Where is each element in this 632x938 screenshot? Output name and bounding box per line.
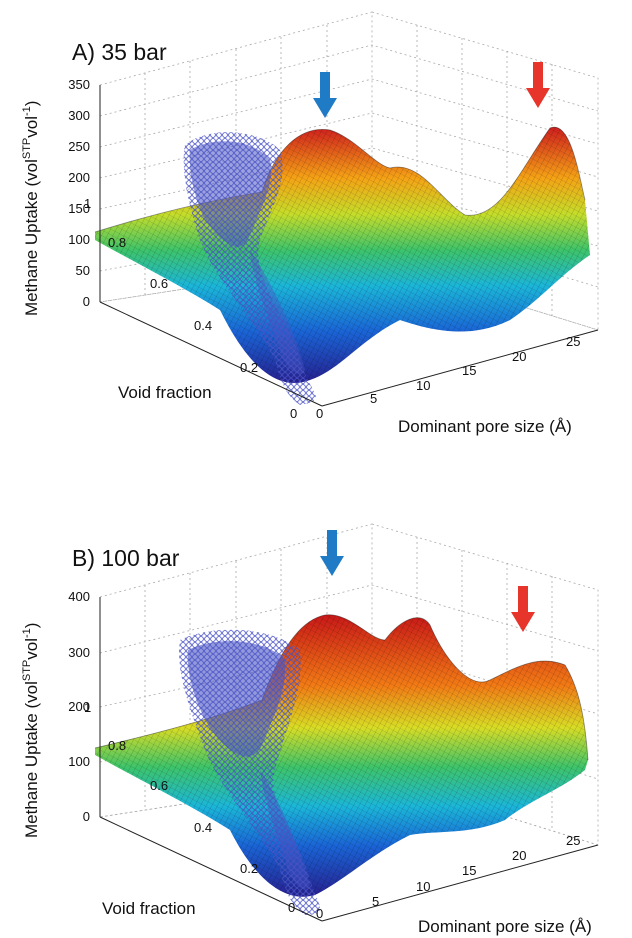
x-tick: 5 <box>370 391 377 406</box>
y-tick: 0.6 <box>150 778 168 793</box>
panel-b-blue-arrow <box>320 530 344 576</box>
panel-a-blue-arrow <box>313 72 337 118</box>
y-tick: 0.2 <box>240 861 258 876</box>
y-tick: 0.4 <box>194 820 212 835</box>
panel-b-y-ticks: 0 0.2 0.4 0.6 0.8 1 <box>84 700 295 915</box>
panel-b-title: B) 100 bar <box>72 545 180 571</box>
z-tick: 0 <box>83 294 90 309</box>
y-tick: 0.8 <box>108 235 126 250</box>
x-tick: 15 <box>462 363 476 378</box>
z-tick: 100 <box>68 754 90 769</box>
x-tick: 20 <box>512 848 526 863</box>
x-tick: 15 <box>462 863 476 878</box>
y-tick: 0 <box>288 900 295 915</box>
x-tick: 0 <box>316 406 323 421</box>
x-tick: 25 <box>566 833 580 848</box>
z-tick: 150 <box>68 201 90 216</box>
x-tick: 10 <box>416 378 430 393</box>
y-tick: 0.6 <box>150 276 168 291</box>
y-tick: 1 <box>84 196 91 211</box>
panel-b-x-ticks: 0 5 10 15 20 25 <box>316 833 580 921</box>
z-tick: 0 <box>83 809 90 824</box>
z-tick: 350 <box>68 77 90 92</box>
z-tick: 300 <box>68 645 90 660</box>
panel-b-void-fraction-label: Void fraction <box>102 899 196 918</box>
z-tick: 50 <box>76 263 90 278</box>
panel-b: 0 100 200 300 400 0 0.2 0.4 0.6 0.8 1 0 … <box>21 523 599 936</box>
panel-a-surface <box>94 126 590 383</box>
x-tick: 20 <box>512 349 526 364</box>
panel-a-uptake-label: Methane Uptake (volSTPvol-1) <box>21 101 41 316</box>
panel-a-void-fraction-label: Void fraction <box>118 383 212 402</box>
panel-b-z-ticks: 0 100 200 300 400 <box>68 589 90 824</box>
panel-a-scatter <box>183 132 316 405</box>
z-tick: 200 <box>68 699 90 714</box>
panel-a: 0 50 100 150 200 250 300 350 0 0.2 0.4 0… <box>21 11 599 436</box>
x-tick: 25 <box>566 334 580 349</box>
y-tick: 0.4 <box>194 318 212 333</box>
x-tick: 10 <box>416 879 430 894</box>
panel-a-title: A) 35 bar <box>72 39 167 65</box>
z-tick: 300 <box>68 108 90 123</box>
panel-a-red-arrow <box>526 62 550 108</box>
panel-a-pore-size-label: Dominant pore size (Å) <box>398 417 572 436</box>
y-tick: 0.8 <box>108 738 126 753</box>
panel-b-pore-size-label: Dominant pore size (Å) <box>418 917 592 936</box>
panel-a-x-ticks: 0 5 10 15 20 25 <box>316 334 580 421</box>
y-tick: 1 <box>84 700 91 715</box>
panel-b-scatter <box>179 629 321 915</box>
panel-b-uptake-label: Methane Uptake (volSTPvol-1) <box>21 623 41 838</box>
z-tick: 400 <box>68 589 90 604</box>
z-tick: 200 <box>68 170 90 185</box>
panel-b-axes <box>99 597 599 922</box>
panel-a-z-ticks: 0 50 100 150 200 250 300 350 <box>68 77 90 309</box>
panel-a-y-ticks: 0 0.2 0.4 0.6 0.8 1 <box>84 196 297 421</box>
y-tick: 0 <box>290 406 297 421</box>
panel-a-axes <box>99 85 599 407</box>
panel-b-red-arrow <box>511 586 535 632</box>
z-tick: 100 <box>68 232 90 247</box>
y-tick: 0.2 <box>240 360 258 375</box>
z-tick: 250 <box>68 139 90 154</box>
x-tick: 5 <box>372 894 379 909</box>
x-tick: 0 <box>316 906 323 921</box>
